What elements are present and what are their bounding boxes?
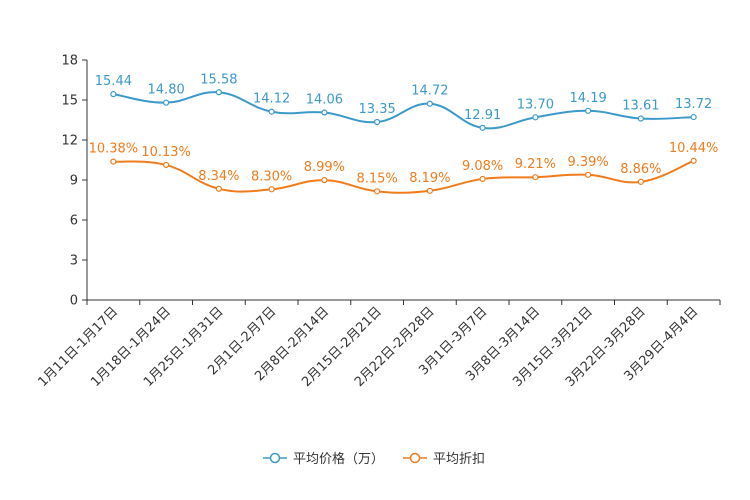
data-point[interactable] (637, 115, 644, 122)
data-label: 15.58 (200, 72, 237, 87)
data-label: 13.35 (359, 102, 396, 117)
data-point[interactable] (585, 107, 592, 114)
legend-marker-icon (269, 452, 281, 464)
series-2: 10.38% 10.13% 8.34% 8.30% 8.99% 8.15% 8.19% 9.0… (89, 141, 719, 195)
data-label: 10.38% (89, 142, 139, 157)
data-label: 13.70 (517, 97, 554, 112)
data-point[interactable] (637, 178, 644, 185)
legend-label: 平均折扣 (433, 452, 485, 467)
data-label: 8.34% (198, 169, 239, 184)
data-label: 8.19% (409, 171, 450, 186)
data-label: 14.06 (306, 93, 343, 108)
data-point[interactable] (479, 175, 486, 183)
data-label: 13.61 (622, 99, 659, 114)
data-label: 10.13% (141, 145, 191, 160)
legend-label: 平均价格（万） (293, 451, 384, 467)
data-label: 9.08% (462, 159, 503, 174)
y-tick-label: 12 (61, 134, 78, 149)
data-point[interactable] (374, 118, 381, 126)
data-point[interactable] (321, 109, 328, 116)
series-line-2 (113, 159, 695, 194)
data-point[interactable] (585, 171, 592, 178)
y-tick-label: 9 (70, 174, 78, 189)
data-label: 13.72 (675, 97, 712, 112)
data-label: 14.12 (253, 92, 290, 107)
data-point[interactable] (110, 91, 117, 98)
chart-legend[interactable]: 平均价格（万） 平均折扣 (263, 451, 485, 467)
y-tick-label: 6 (70, 214, 78, 229)
data-point[interactable] (426, 100, 433, 107)
data-point[interactable] (479, 124, 486, 131)
data-point[interactable] (163, 99, 170, 106)
series-1: 15.44 14.80 15.58 14.12 14.06 13.35 14.72 12.91… (95, 72, 712, 131)
data-point[interactable] (426, 187, 433, 194)
data-label: 12.91 (464, 108, 501, 123)
data-label: 8.99% (304, 160, 345, 175)
legend-item-1[interactable]: 平均价格（万） (263, 451, 384, 467)
y-tick-label: 18 (61, 54, 78, 69)
data-point[interactable] (110, 158, 117, 165)
data-point[interactable] (374, 188, 381, 195)
data-label: 14.72 (411, 84, 448, 99)
data-point[interactable] (163, 161, 170, 169)
data-point[interactable] (321, 177, 328, 184)
data-point[interactable] (690, 157, 697, 164)
data-label: 15.44 (95, 74, 132, 89)
data-label: 8.30% (251, 169, 292, 184)
legend-marker-icon (409, 452, 421, 464)
data-point[interactable] (532, 114, 539, 121)
data-point[interactable] (268, 108, 275, 115)
data-label: 14.80 (148, 83, 185, 98)
data-point[interactable] (268, 186, 275, 193)
data-label: 9.21% (515, 157, 556, 172)
data-point[interactable] (532, 174, 539, 181)
data-label: 8.15% (356, 171, 397, 186)
y-tick-label: 3 (70, 254, 78, 269)
data-label: 9.39% (567, 155, 608, 170)
data-label: 8.86% (620, 162, 661, 177)
data-point[interactable] (690, 113, 697, 121)
data-label: 14.19 (570, 91, 607, 106)
legend-item-2[interactable]: 平均折扣 (403, 452, 485, 467)
series-line-1 (113, 91, 694, 130)
data-point[interactable] (215, 89, 222, 96)
data-label: 10.44% (669, 141, 719, 156)
y-tick-label: 0 (70, 294, 78, 309)
series-layer: 15.44 14.80 15.58 14.12 14.06 13.35 14.72 12.91… (89, 72, 719, 195)
y-tick-label: 15 (61, 94, 78, 109)
data-point[interactable] (215, 185, 222, 192)
